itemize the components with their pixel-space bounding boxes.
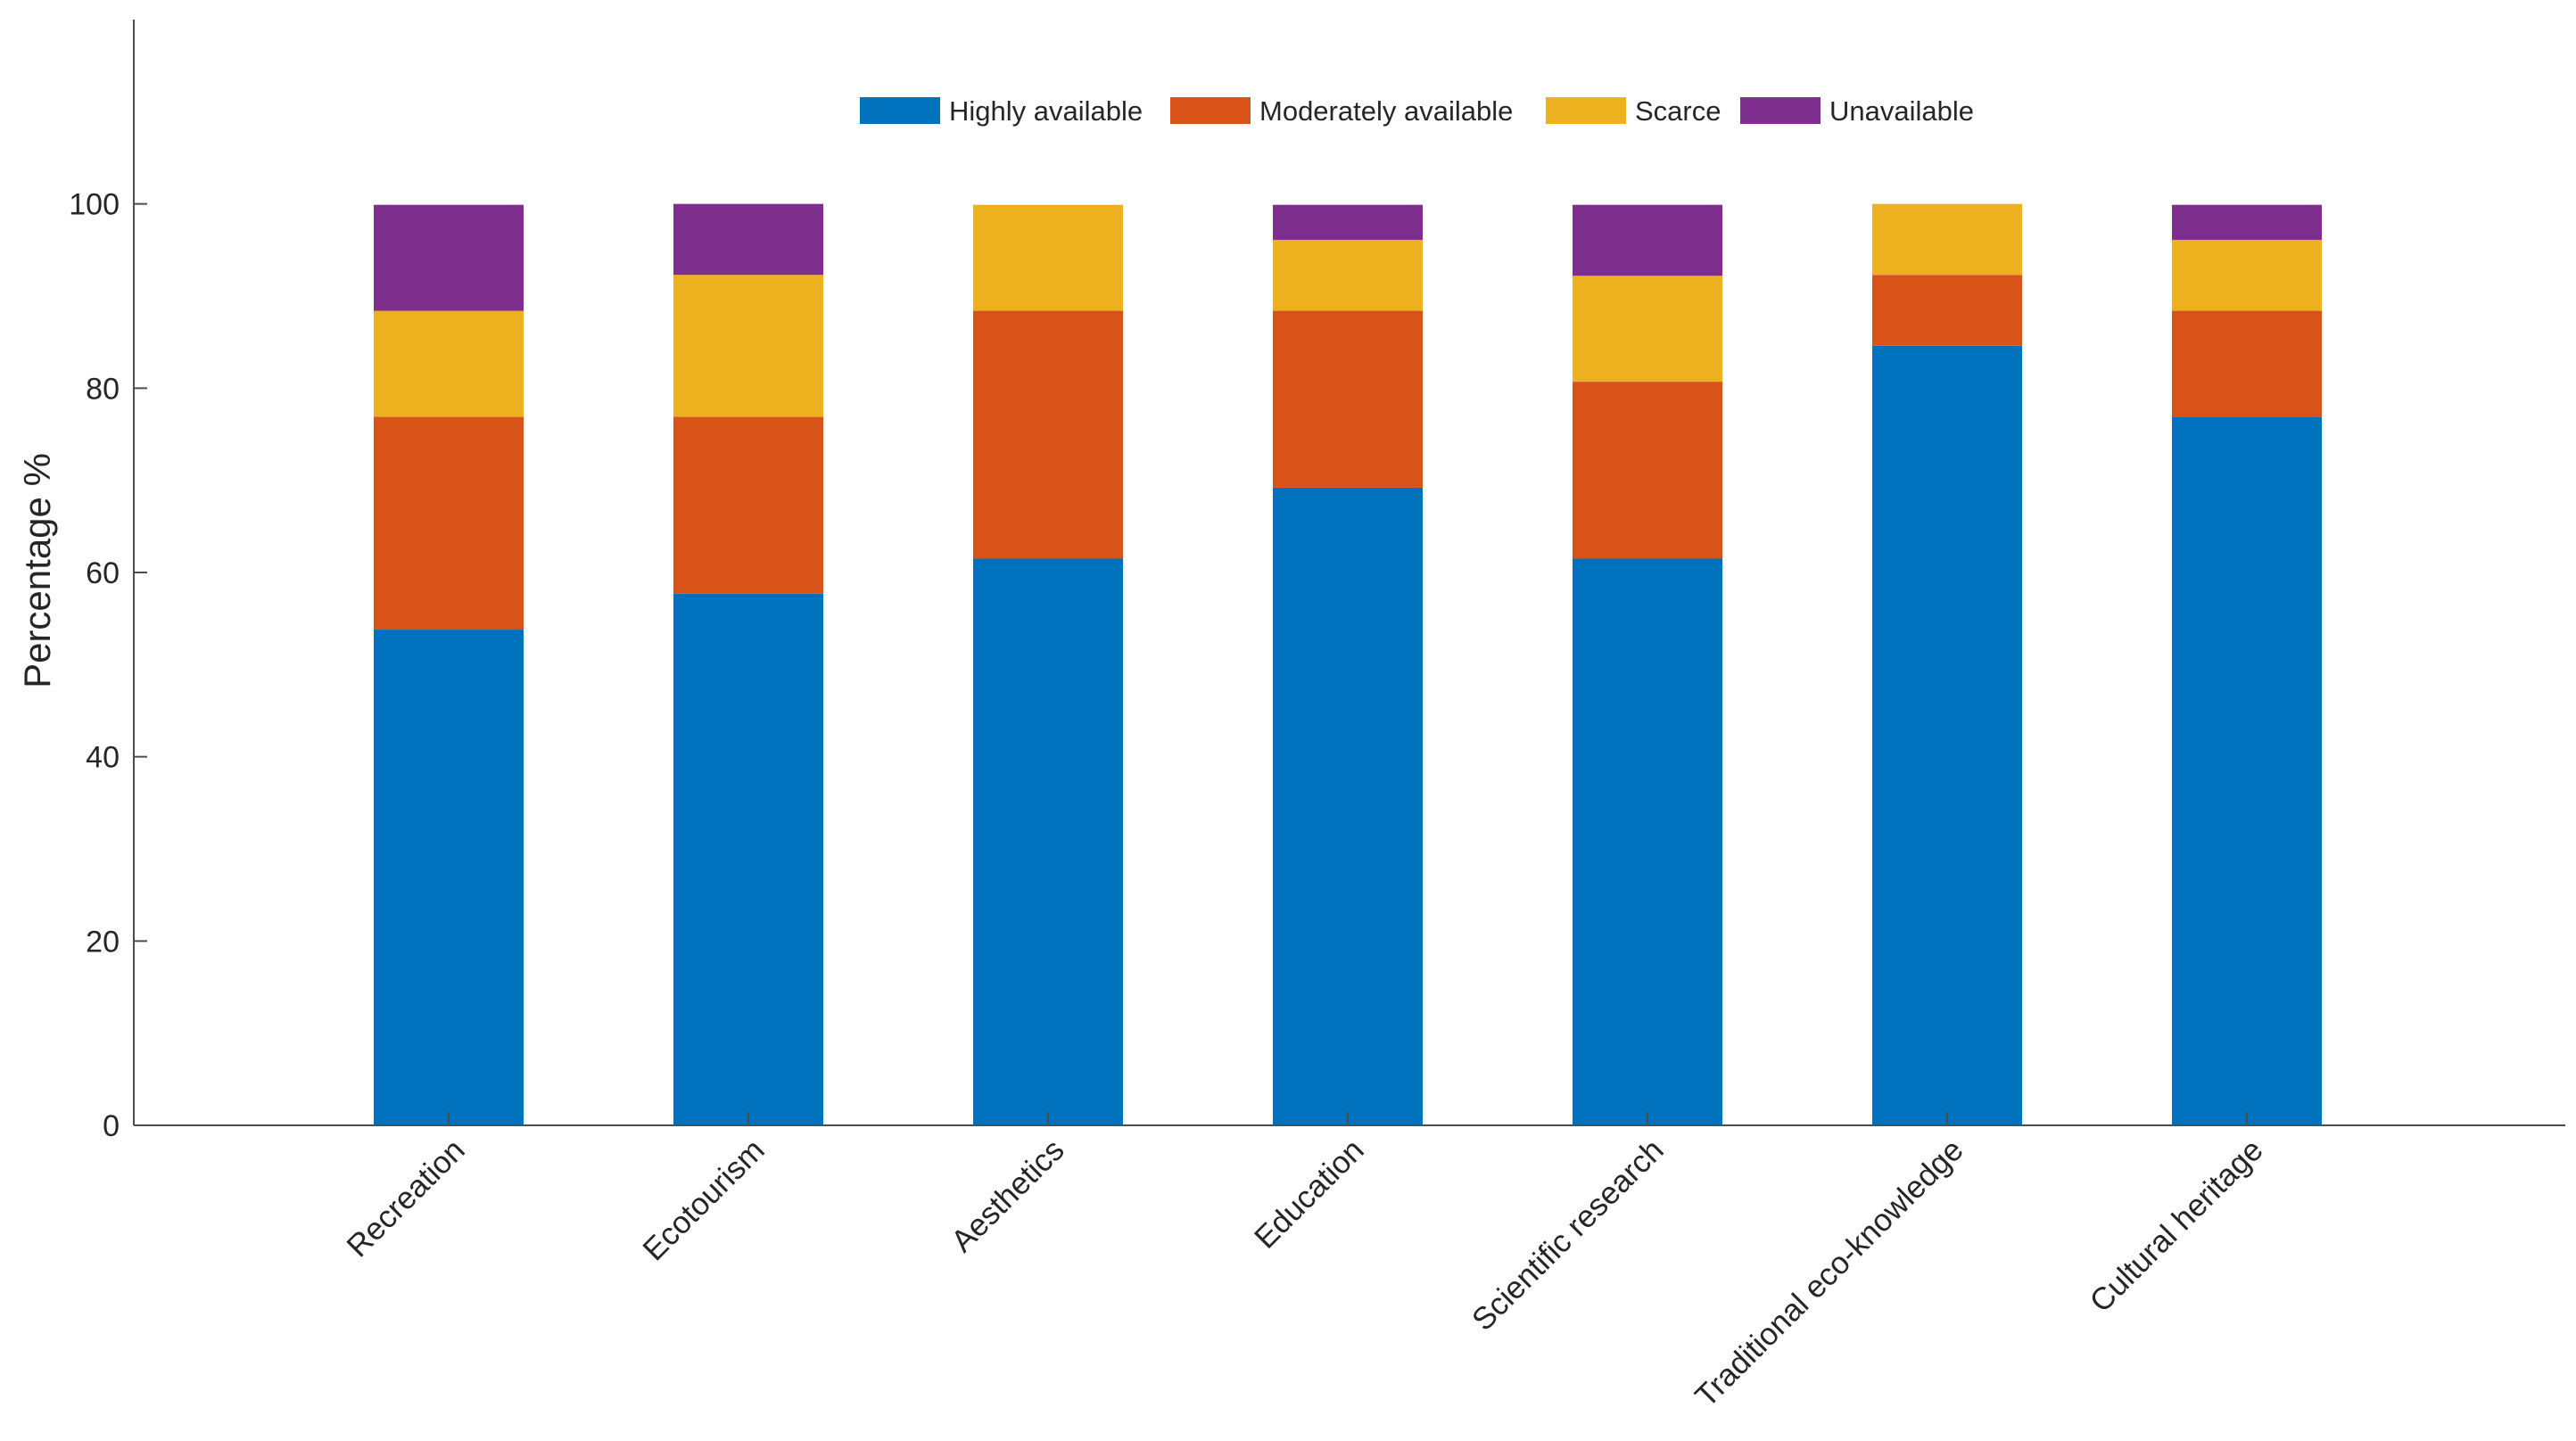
legend-swatch[interactable] [860, 97, 940, 124]
y-tick-label: 0 [103, 1109, 120, 1143]
legend[interactable]: Highly available Moderately available Scar… [860, 95, 1974, 127]
bar-segment [1872, 345, 2022, 1125]
bar-segment [973, 558, 1123, 1125]
bar-segment [1573, 558, 1722, 1125]
bar-segment [1273, 204, 1423, 240]
bar-segment [973, 310, 1123, 559]
bars-layer [374, 203, 2322, 1125]
bar-segment [374, 310, 524, 417]
y-tick-label: 60 [86, 556, 120, 590]
bar-segment [2172, 239, 2322, 311]
bar-segment [1872, 275, 2022, 346]
bar-segment [1573, 276, 1722, 383]
legend-label[interactable]: Scarce [1635, 95, 1721, 127]
legend-label[interactable]: Unavailable [1829, 95, 1974, 127]
bar-segment [1273, 310, 1423, 488]
bar-segment [673, 416, 823, 594]
bar-segment [1273, 239, 1423, 311]
legend-swatch[interactable] [1170, 97, 1251, 124]
bar-segment [1872, 203, 2022, 276]
bar-segment [673, 203, 823, 276]
legend-label[interactable]: Highly available [949, 95, 1143, 127]
y-tick-label: 80 [86, 372, 120, 406]
bar-segment [1273, 487, 1423, 1125]
x-tick-label: Cultural heritage [2083, 1132, 2269, 1319]
bar-segment [973, 204, 1123, 311]
x-tick-label: Traditional eco-knowledge [1688, 1132, 1970, 1414]
bar-segment [374, 416, 524, 630]
legend-label[interactable]: Moderately available [1259, 95, 1513, 127]
bar-segment [2172, 310, 2322, 417]
y-tick-label: 40 [86, 741, 120, 775]
y-tick-label: 100 [69, 188, 120, 222]
x-tick-label: Aesthetics [945, 1132, 1071, 1259]
bar-segment [374, 204, 524, 311]
legend-swatch[interactable] [1740, 97, 1821, 124]
bar-segment [673, 275, 823, 417]
bar-segment [2172, 204, 2322, 240]
y-axis-title: Percentage % [16, 453, 58, 688]
x-tick-label: Ecotourism [636, 1132, 771, 1267]
bar-segment [374, 630, 524, 1125]
y-tick-label: 20 [86, 925, 120, 959]
bar-segment [673, 593, 823, 1125]
bar-segment [1573, 204, 1722, 276]
x-tick-label: Scientific research [1466, 1132, 1671, 1338]
x-tick-label: Recreation [340, 1132, 471, 1264]
legend-swatch[interactable] [1546, 97, 1626, 124]
x-tick-label: Education [1248, 1132, 1371, 1256]
bar-segment [2172, 416, 2322, 1125]
bar-segment [1573, 382, 1722, 559]
